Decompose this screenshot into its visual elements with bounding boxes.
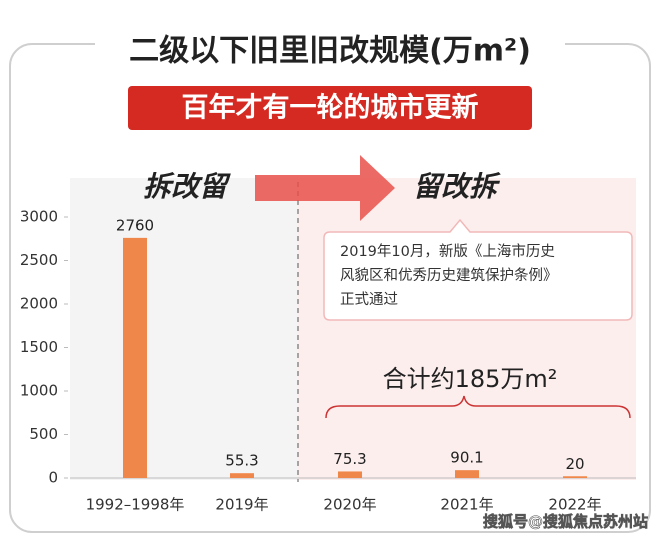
subtitle-banner <box>128 86 532 130</box>
y-tick-label: 2000 <box>20 295 58 313</box>
y-tick-label: 0 <box>48 469 58 487</box>
bar <box>455 470 479 478</box>
y-tick-label: 2500 <box>20 251 58 269</box>
chart-title: 二级以下旧里旧改规模(万m²) <box>129 34 531 69</box>
y-tick-label: 3000 <box>20 208 58 226</box>
annotation: 正式通过 <box>340 291 398 308</box>
value-label: 75.3 <box>333 450 366 468</box>
x-tick-label: 2022年 <box>548 496 601 514</box>
right-region <box>298 178 636 480</box>
bar <box>123 237 147 478</box>
value-label: 20 <box>565 455 584 473</box>
brace <box>325 395 631 419</box>
phase-label: 拆改留 <box>143 170 231 203</box>
y-tick-label: 500 <box>29 425 58 443</box>
annotation: 2019年10月，新版《上海市历史 <box>340 243 555 260</box>
title-bg <box>95 30 565 70</box>
value-label: 2760 <box>116 216 154 234</box>
arrow <box>255 155 395 221</box>
x-tick-label: 2021年 <box>440 496 493 514</box>
annotation-box <box>323 218 633 321</box>
x-tick-label: 2020年 <box>323 496 376 514</box>
left-region <box>70 178 298 480</box>
x-tick-label: 1992–1998年 <box>86 496 185 514</box>
total-label: 合计约185万m² <box>383 365 558 393</box>
subtitle: 百年才有一轮的城市更新 <box>182 92 479 124</box>
bar <box>338 471 362 478</box>
watermark: 搜狐号@搜狐焦点苏州站 <box>483 513 648 531</box>
x-tick-label: 2019年 <box>215 496 268 514</box>
bar <box>563 476 587 478</box>
phase-label: 留改拆 <box>413 170 501 203</box>
value-label: 55.3 <box>225 452 258 470</box>
y-tick-label: 1000 <box>20 382 58 400</box>
annotation: 风貌区和优秀历史建筑保护条例》 <box>340 267 558 284</box>
y-tick-label: 1500 <box>20 338 58 356</box>
value-label: 90.1 <box>450 449 483 467</box>
bar <box>230 473 254 478</box>
